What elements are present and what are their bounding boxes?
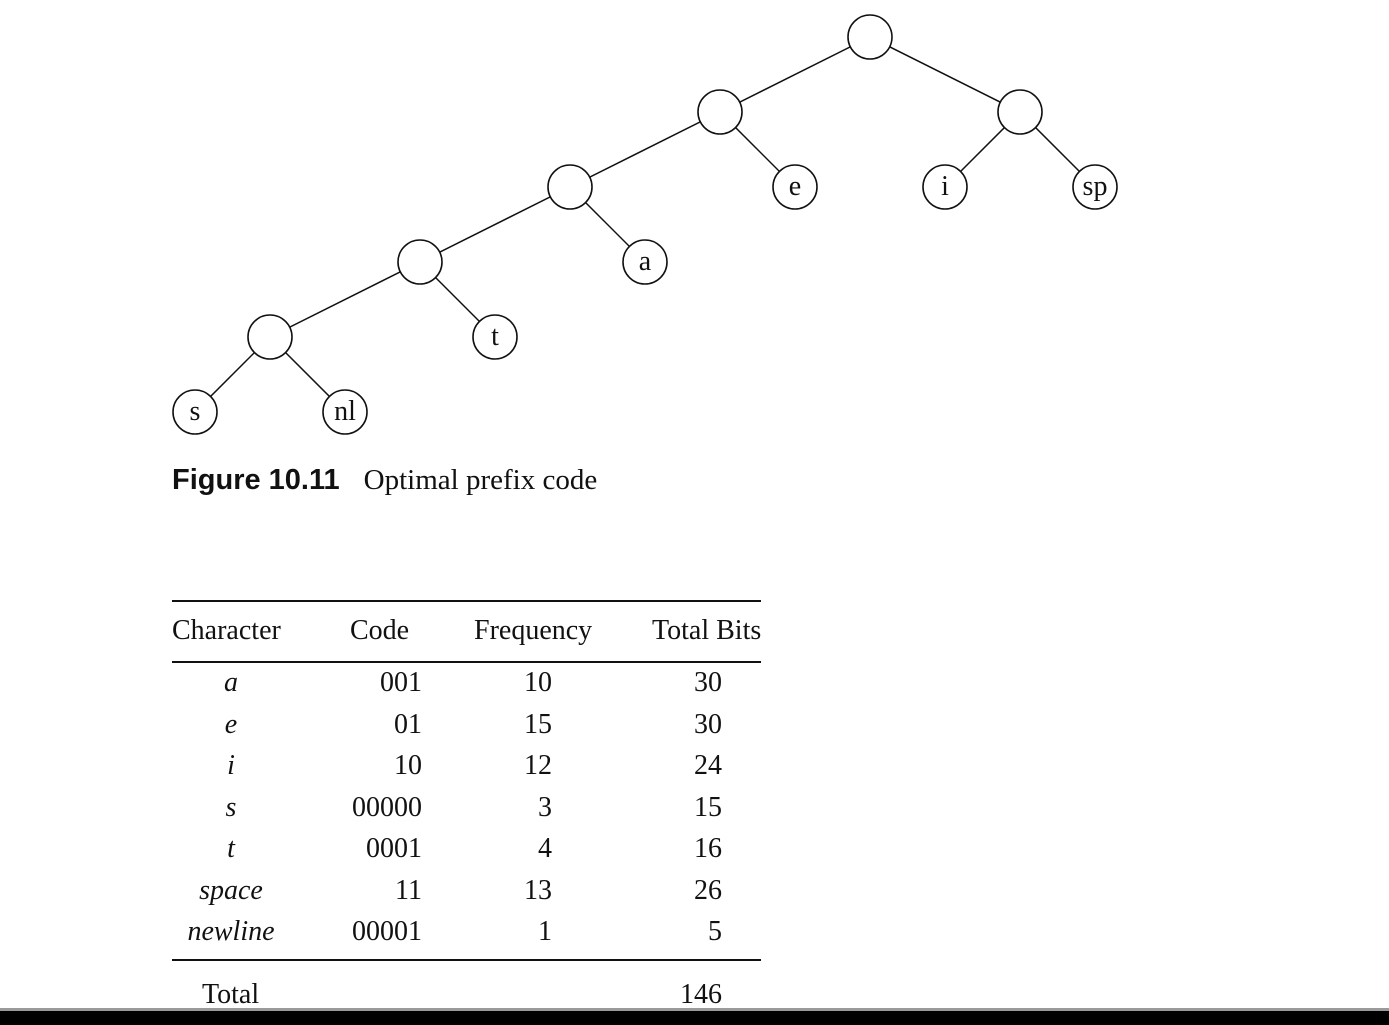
header-frequency: Frequency xyxy=(474,615,593,646)
tree-node-internal xyxy=(697,89,743,135)
cell-character: s xyxy=(225,792,237,823)
tree-node-internal xyxy=(247,314,293,360)
cell-code: 01 xyxy=(394,709,422,740)
edge-inner-inner xyxy=(419,186,571,263)
header-character: Character xyxy=(172,615,281,646)
edge-left-inner xyxy=(569,111,721,188)
figure-title: Optimal prefix code xyxy=(363,464,598,496)
cell-code: 11 xyxy=(395,875,422,906)
cell-total-bits: 30 xyxy=(694,667,722,698)
cell-character: space xyxy=(199,875,263,906)
table-header-rule xyxy=(172,661,761,663)
cell-character: i xyxy=(227,750,235,781)
edge-inner2-inner xyxy=(269,261,421,338)
leaf-sp-circle xyxy=(1072,164,1118,210)
leaf-s-circle xyxy=(172,389,218,435)
tree-internal-nodes xyxy=(247,14,1043,360)
tree-leaf-i: i xyxy=(922,164,968,210)
edge-root-right xyxy=(869,36,1021,113)
cell-code: 00000 xyxy=(352,792,422,823)
leaf-i-circle xyxy=(922,164,968,210)
leaf-e-circle xyxy=(772,164,818,210)
total-value: 146 xyxy=(680,979,722,1010)
leaf-a-circle xyxy=(622,239,668,285)
cell-total-bits: 5 xyxy=(708,916,722,947)
cell-total-bits: 15 xyxy=(694,792,722,823)
cell-character: t xyxy=(227,833,235,864)
table-top-rule xyxy=(172,600,761,602)
leaf-t-circle xyxy=(472,314,518,360)
table-bottom-rule xyxy=(172,959,761,961)
cell-frequency: 12 xyxy=(524,750,552,781)
edge-root-left xyxy=(719,36,871,113)
tree-node-internal xyxy=(397,239,443,285)
leaf-i-label: i xyxy=(941,171,949,202)
cell-code: 10 xyxy=(394,750,422,781)
tree-node-internal xyxy=(547,164,593,210)
leaf-s-label: s xyxy=(190,396,201,427)
leaf-sp-label: sp xyxy=(1083,171,1108,202)
cell-total-bits: 16 xyxy=(694,833,722,864)
tree-node-internal xyxy=(997,89,1043,135)
cell-frequency: 15 xyxy=(524,709,552,740)
leaf-a-label: a xyxy=(639,246,652,277)
figure-number: Figure 10.11 xyxy=(172,464,340,496)
cell-character: e xyxy=(224,709,238,740)
cell-frequency: 1 xyxy=(538,916,552,947)
total-label: Total xyxy=(202,979,260,1010)
page-bottom-edge xyxy=(0,1008,1389,1025)
cell-frequency: 3 xyxy=(538,792,552,823)
tree-node-root xyxy=(847,14,893,60)
huffman-tree-diagram: e i sp a t s nl xyxy=(172,14,1118,435)
tree-leaf-a: a xyxy=(622,239,668,285)
leaf-nl-circle xyxy=(322,389,368,435)
cell-character: newline xyxy=(187,916,275,947)
cell-total-bits: 24 xyxy=(694,750,722,781)
cell-frequency: 4 xyxy=(538,833,552,864)
leaf-t-label: t xyxy=(491,321,499,352)
cell-code: 0001 xyxy=(366,833,422,864)
tree-leaf-nl: nl xyxy=(322,389,368,435)
leaf-e-label: e xyxy=(789,171,801,202)
tree-leaf-e: e xyxy=(772,164,818,210)
cell-total-bits: 30 xyxy=(694,709,722,740)
cell-frequency: 13 xyxy=(524,875,552,906)
tree-leaf-t: t xyxy=(472,314,518,360)
tree-leaf-sp: sp xyxy=(1072,164,1118,210)
cell-total-bits: 26 xyxy=(694,875,722,906)
header-total-bits: Total Bits xyxy=(652,615,762,646)
cell-code: 001 xyxy=(380,667,422,698)
page-bottom-shade xyxy=(0,1008,1389,1011)
tree-leaf-s: s xyxy=(172,389,218,435)
cell-frequency: 10 xyxy=(524,667,552,698)
cell-code: 00001 xyxy=(352,916,422,947)
header-code: Code xyxy=(350,615,410,646)
leaf-nl-label: nl xyxy=(334,396,356,427)
tree-edges xyxy=(194,36,1096,413)
figure-caption: Figure 10.11 Optimal prefix code xyxy=(172,464,597,497)
cell-character: a xyxy=(224,667,238,698)
